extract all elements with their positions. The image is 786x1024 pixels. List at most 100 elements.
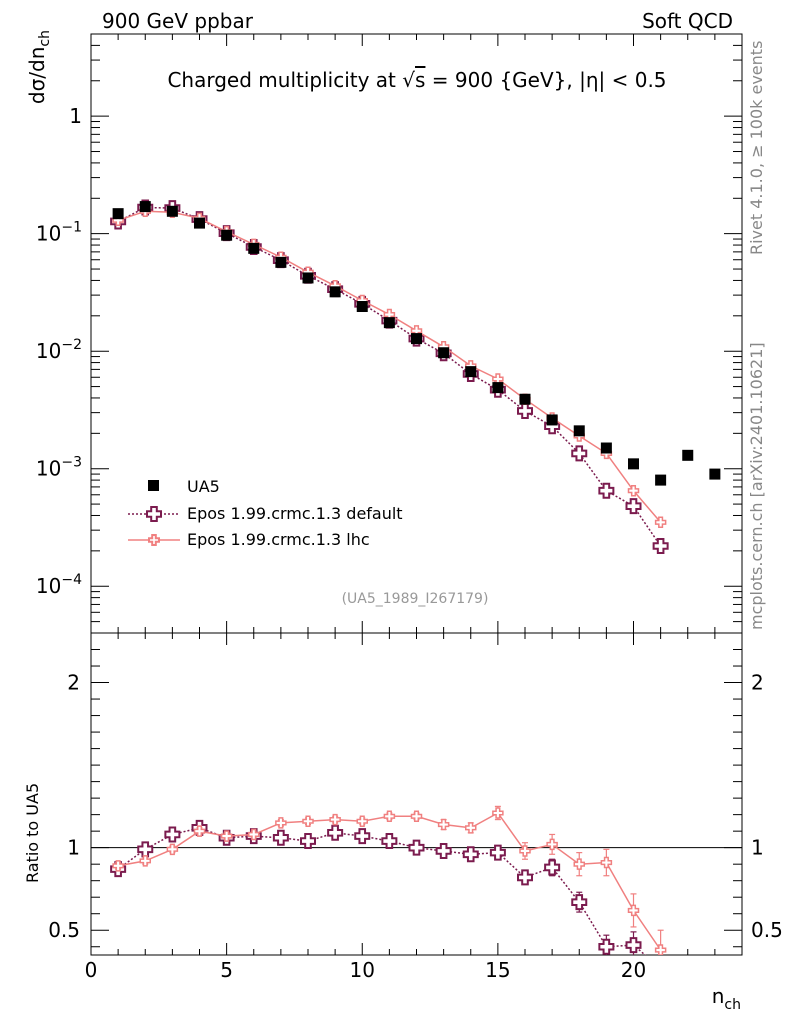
ratio-lhc-point — [220, 830, 233, 842]
ratio-default-point — [272, 829, 289, 846]
ratio-lhc-point — [654, 944, 667, 955]
ratio-default-point — [435, 842, 452, 859]
chart-title: Charged multiplicity at √s = 900 {GeV}, … — [167, 68, 666, 92]
ratio-default-point — [137, 841, 154, 858]
ratio-lhc-point — [492, 807, 504, 819]
ua5-point — [356, 301, 368, 313]
y-axis-label-ratio: Ratio to UA5 — [23, 783, 42, 883]
y-tick-label: 10−4 — [36, 572, 82, 598]
ua5-point — [546, 414, 558, 426]
ratio-default-point — [544, 859, 561, 876]
ratio-default-point — [489, 844, 506, 861]
ratio-default-point — [164, 826, 181, 843]
ratio-lhc-point — [410, 810, 423, 823]
ratio-default-point — [408, 839, 425, 856]
ratio-lhc-point — [275, 817, 287, 829]
legend-lhc-marker — [148, 534, 160, 546]
ratio-lhc-point — [112, 860, 124, 872]
ua5-point — [465, 366, 477, 378]
ua5-point — [248, 242, 260, 254]
legend-ua5-label: UA5 — [187, 477, 220, 496]
ratio-default-point — [381, 833, 398, 850]
ratio-lhc-point — [627, 904, 640, 917]
ua5-point — [492, 382, 504, 394]
ua5-point — [221, 229, 233, 241]
mcplots-label: mcplots.cern.ch [arXiv:2401.10621] — [747, 342, 766, 630]
ratio-default-point — [598, 938, 615, 955]
legend: UA5 Epos 1.99.crmc.1.3 default Epos 1.99… — [128, 477, 403, 549]
ratio-y-tick-label-right: 0.5 — [751, 918, 783, 942]
header-right: Soft QCD — [642, 9, 733, 33]
legend-default-label: Epos 1.99.crmc.1.3 default — [187, 504, 403, 523]
ua5-point — [275, 256, 287, 268]
series-layer — [110, 199, 721, 975]
ua5-point — [302, 272, 314, 284]
default-point — [625, 498, 642, 515]
x-tick-label: 5 — [220, 958, 233, 982]
analysis-id: (UA5_1989_I267179) — [342, 591, 489, 607]
default-point — [571, 445, 588, 462]
ratio-default-point — [517, 869, 533, 886]
ratio-panel-series — [110, 805, 668, 975]
ratio-default-point — [654, 961, 668, 975]
ratio-default-point — [571, 894, 588, 911]
ratio-plot-frame — [90, 632, 743, 956]
ratio-lhc-point — [302, 815, 314, 827]
ratio-default-point — [327, 824, 344, 841]
lhc-point — [654, 516, 667, 529]
ratio-lhc-point — [329, 813, 341, 826]
ua5-point — [194, 217, 205, 229]
x-tick-label: 20 — [621, 958, 646, 982]
ua5-point — [682, 449, 694, 461]
ratio-lhc-point — [437, 818, 450, 831]
lhc-point — [627, 484, 640, 497]
sqrt-s: s — [415, 68, 425, 92]
y-tick-label: 10−2 — [36, 337, 82, 363]
default-point — [598, 482, 615, 499]
ratio-y-tick-label: 2 — [67, 671, 80, 695]
ua5-point — [709, 468, 721, 480]
ratio-lhc-point — [383, 810, 396, 823]
ratio-lhc-point — [193, 825, 206, 837]
ratio-lhc-point — [356, 815, 368, 827]
ua5-point — [139, 201, 151, 213]
ratio-lhc-point — [519, 845, 531, 857]
series-lhc-line — [117, 210, 662, 523]
ua5-point — [519, 393, 531, 405]
ua5-point — [438, 347, 450, 359]
ua5-point — [628, 458, 639, 470]
ratio-lhc-point — [573, 858, 585, 870]
ratio-y-tick-label: 0.5 — [48, 918, 80, 942]
ratio-default-point — [300, 833, 316, 850]
ratio-y-tick-label: 1 — [67, 836, 80, 860]
ua5-point — [112, 208, 124, 220]
x-tick-label: 10 — [350, 958, 375, 982]
x-axis-label: nch — [712, 984, 741, 1013]
ratio-lhc-point — [166, 843, 179, 856]
ua5-point — [329, 286, 341, 298]
ratio-lhc-point — [465, 822, 477, 834]
ua5-point — [573, 425, 585, 437]
ratio-lhc-point — [546, 838, 558, 851]
ratio-y-tick-label-right: 1 — [751, 836, 764, 860]
y-tick-label: 1 — [69, 104, 82, 128]
axes-ticks: 0 5 10 15 20 1 10−1 10−2 10−3 10−4 2 2 1 1 0.5 0.5 — [36, 33, 783, 982]
header-left: 900 GeV ppbar — [102, 9, 254, 33]
ratio-default-point — [625, 937, 642, 954]
series-default-line — [117, 206, 662, 547]
legend-lhc-label: Epos 1.99.crmc.1.3 lhc — [187, 530, 370, 549]
ua5-point — [166, 205, 178, 217]
rivet-label: Rivet 4.1.0, ≥ 100k events — [747, 41, 766, 255]
ua5-point — [655, 474, 667, 486]
ratio-default-point — [462, 846, 479, 863]
legend-default-marker — [146, 506, 162, 522]
ua5-point — [411, 333, 422, 345]
y-axis-label-main: dσ/dnch — [25, 30, 53, 104]
ratio-default-point — [354, 828, 371, 845]
y-tick-label: 10−1 — [36, 220, 82, 246]
ratio-lhc-point — [139, 855, 151, 867]
ratio-lhc-point — [248, 828, 260, 841]
ua5-point — [383, 317, 395, 329]
main-panel-series — [110, 199, 721, 554]
